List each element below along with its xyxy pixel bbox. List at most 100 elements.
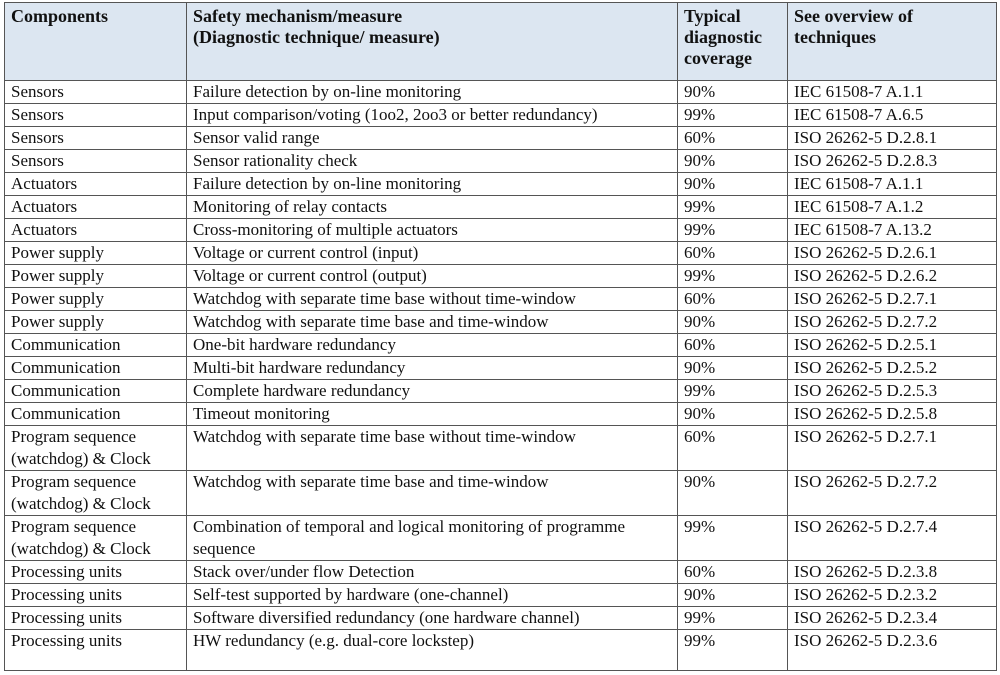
component-cell: Processing units [4,583,187,607]
coverage-cell: 99% [677,218,788,242]
component-cell: Power supply [4,241,187,265]
table-row: Actuators Monitoring of relay contacts 99%… [4,195,997,219]
reference-cell: ISO 26262-5 D.2.8.3 [787,149,997,173]
mechanism-cell: Input comparison/voting (1oo2, 2oo3 or b… [186,103,678,127]
reference-cell: ISO 26262-5 D.2.7.2 [787,470,997,516]
mechanism-cell: Sensor valid range [186,126,678,150]
component-cell: Power supply [4,264,187,288]
table-row: Processing units Stack over/under flow De… [4,560,997,584]
mechanism-cell: Self-test supported by hardware (one-cha… [186,583,678,607]
component-cell: Sensors [4,126,187,150]
component-cell: Actuators [4,218,187,242]
mechanism-cell: Failure detection by on-line monitoring [186,172,678,196]
table-row: Processing units Software diversified red… [4,606,997,630]
component-cell: Power supply [4,287,187,311]
component-cell: Power supply [4,310,187,334]
reference-cell: ISO 26262-5 D.2.7.1 [787,287,997,311]
component-cell: Sensors [4,149,187,173]
mechanism-cell: Timeout monitoring [186,402,678,426]
reference-cell: IEC 61508-7 A.1.1 [787,80,997,104]
reference-cell: ISO 26262-5 D.2.7.4 [787,515,997,561]
table-row: Sensors Input comparison/voting (1oo2, 2o… [4,103,997,127]
component-cell: Processing units [4,606,187,630]
coverage-cell: 99% [677,629,788,671]
mechanism-cell: One-bit hardware redundancy [186,333,678,357]
coverage-cell: 60% [677,425,788,471]
reference-cell: IEC 61508-7 A.1.1 [787,172,997,196]
reference-cell: ISO 26262-5 D.2.3.8 [787,560,997,584]
mechanism-cell: Watchdog with separate time base and tim… [186,310,678,334]
coverage-cell: 90% [677,149,788,173]
coverage-cell: 90% [677,80,788,104]
coverage-cell: 99% [677,606,788,630]
component-cell: Processing units [4,629,187,671]
table-row: Power supply Watchdog with separate time … [4,287,997,311]
coverage-cell: 99% [677,264,788,288]
reference-cell: ISO 26262-5 D.2.7.2 [787,310,997,334]
coverage-cell: 99% [677,515,788,561]
component-cell: Communication [4,379,187,403]
coverage-cell: 60% [677,333,788,357]
table-row: Actuators Failure detection by on-line mo… [4,172,997,196]
coverage-cell: 99% [677,103,788,127]
component-cell: Actuators [4,195,187,219]
reference-cell: ISO 26262-5 D.2.7.1 [787,425,997,471]
reference-cell: ISO 26262-5 D.2.3.2 [787,583,997,607]
reference-cell: ISO 26262-5 D.2.3.6 [787,629,997,671]
mechanism-cell: Watchdog with separate time base without… [186,287,678,311]
mechanism-cell: Stack over/under flow Detection [186,560,678,584]
reference-cell: IEC 61508-7 A.1.2 [787,195,997,219]
header-row: Components Safety mechanism/measure (Dia… [4,2,997,81]
coverage-cell: 90% [677,583,788,607]
header-diagnostic-coverage: Typical diagnostic coverage [677,2,788,81]
table-row: Program sequence (watchdog) & Clock Combi… [4,515,997,561]
mechanism-cell: Watchdog with separate time base and tim… [186,470,678,516]
coverage-cell: 90% [677,402,788,426]
component-cell: Communication [4,356,187,380]
component-cell: Processing units [4,560,187,584]
reference-cell: ISO 26262-5 D.2.3.4 [787,606,997,630]
component-cell: Communication [4,333,187,357]
mechanism-cell: Software diversified redundancy (one har… [186,606,678,630]
coverage-cell: 90% [677,172,788,196]
reference-cell: ISO 26262-5 D.2.5.2 [787,356,997,380]
mechanism-cell: Monitoring of relay contacts [186,195,678,219]
table-row: Communication Multi-bit hardware redundan… [4,356,997,380]
reference-cell: IEC 61508-7 A.6.5 [787,103,997,127]
coverage-cell: 99% [677,195,788,219]
table-row: Communication Complete hardware redundanc… [4,379,997,403]
reference-cell: IEC 61508-7 A.13.2 [787,218,997,242]
coverage-cell: 60% [677,126,788,150]
component-cell: Actuators [4,172,187,196]
diagnostic-coverage-table: Components Safety mechanism/measure (Dia… [4,2,997,671]
mechanism-cell: Failure detection by on-line monitoring [186,80,678,104]
table-row: Processing units Self-test supported by h… [4,583,997,607]
coverage-cell: 60% [677,287,788,311]
table-row: Power supply Watchdog with separate time … [4,310,997,334]
table-row: Processing units HW redundancy (e.g. dual… [4,629,997,671]
coverage-cell: 90% [677,310,788,334]
mechanism-cell: Voltage or current control (input) [186,241,678,265]
coverage-cell: 99% [677,379,788,403]
table-row: Power supply Voltage or current control (… [4,241,997,265]
mechanism-cell: Complete hardware redundancy [186,379,678,403]
reference-cell: ISO 26262-5 D.2.5.8 [787,402,997,426]
table-row: Sensors Sensor rationality check 90% ISO 26… [4,149,997,173]
mechanism-cell: HW redundancy (e.g. dual-core lockstep) [186,629,678,671]
reference-cell: ISO 26262-5 D.2.8.1 [787,126,997,150]
table-row: Communication One-bit hardware redundancy… [4,333,997,357]
component-cell: Program sequence (watchdog) & Clock [4,470,187,516]
mechanism-cell: Sensor rationality check [186,149,678,173]
mechanism-cell: Voltage or current control (output) [186,264,678,288]
reference-cell: ISO 26262-5 D.2.5.1 [787,333,997,357]
component-cell: Program sequence (watchdog) & Clock [4,515,187,561]
header-components: Components [4,2,187,81]
table-row: Program sequence (watchdog) & Clock Watch… [4,470,997,516]
component-cell: Sensors [4,103,187,127]
header-overview: See overview of techniques [787,2,997,81]
header-safety-mechanism: Safety mechanism/measure (Diagnostic tec… [186,2,678,81]
table-row: Actuators Cross-monitoring of multiple ac… [4,218,997,242]
component-cell: Communication [4,402,187,426]
coverage-cell: 90% [677,470,788,516]
reference-cell: ISO 26262-5 D.2.6.2 [787,264,997,288]
